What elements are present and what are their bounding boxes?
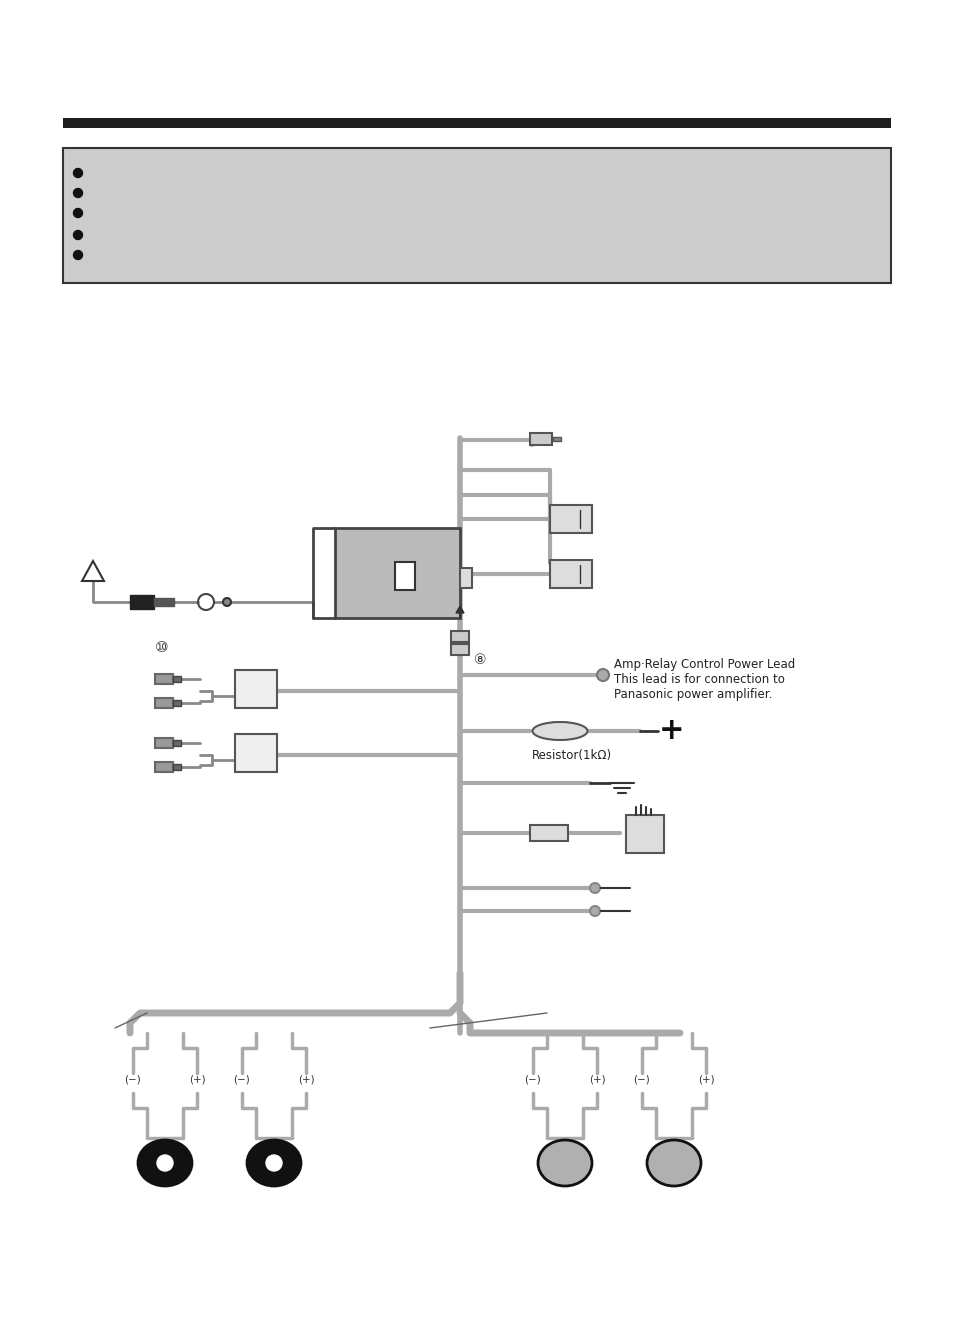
Text: This lead is for connection to: This lead is for connection to xyxy=(614,673,784,686)
Bar xyxy=(550,505,592,533)
Ellipse shape xyxy=(247,1140,301,1186)
Circle shape xyxy=(589,882,599,893)
Circle shape xyxy=(73,251,82,259)
Text: Panasonic power amplifier.: Panasonic power amplifier. xyxy=(614,689,772,701)
Text: Amp·Relay Control Power Lead: Amp·Relay Control Power Lead xyxy=(614,658,795,672)
Bar xyxy=(172,676,181,682)
Polygon shape xyxy=(456,606,463,612)
Bar xyxy=(451,631,469,642)
Bar xyxy=(154,698,172,708)
Bar xyxy=(63,148,890,283)
Bar xyxy=(172,700,181,706)
Bar xyxy=(153,598,173,606)
Ellipse shape xyxy=(537,1140,592,1186)
Bar xyxy=(459,568,472,588)
Text: (−): (−) xyxy=(524,1074,540,1085)
Circle shape xyxy=(266,1155,282,1171)
Bar xyxy=(63,118,890,128)
Text: (+): (+) xyxy=(697,1074,714,1085)
Text: (−): (−) xyxy=(233,1074,250,1085)
Bar xyxy=(451,645,469,655)
Ellipse shape xyxy=(138,1140,192,1186)
Text: (−): (−) xyxy=(633,1074,650,1085)
Text: (−): (−) xyxy=(125,1074,141,1085)
Bar xyxy=(530,432,552,445)
Bar xyxy=(172,740,181,745)
Bar xyxy=(130,595,153,608)
Text: (+): (+) xyxy=(588,1074,604,1085)
Circle shape xyxy=(73,208,82,218)
Bar xyxy=(335,528,459,618)
Bar xyxy=(625,815,663,853)
Bar xyxy=(154,739,172,748)
Circle shape xyxy=(589,907,599,916)
Circle shape xyxy=(73,168,82,177)
Bar xyxy=(550,560,592,588)
Text: Resistor(1kΩ): Resistor(1kΩ) xyxy=(532,749,612,761)
Text: +: + xyxy=(659,717,684,745)
Text: (+): (+) xyxy=(297,1074,314,1085)
Bar xyxy=(395,561,415,590)
Bar xyxy=(530,825,567,841)
Ellipse shape xyxy=(532,723,587,740)
Bar xyxy=(154,761,172,772)
Bar xyxy=(154,674,172,684)
Bar xyxy=(234,735,276,772)
Bar xyxy=(553,436,560,441)
Circle shape xyxy=(223,598,231,606)
Circle shape xyxy=(157,1155,172,1171)
Bar xyxy=(234,670,276,708)
Ellipse shape xyxy=(646,1140,700,1186)
Circle shape xyxy=(73,188,82,197)
Circle shape xyxy=(73,231,82,239)
Text: ⑧: ⑧ xyxy=(474,653,486,667)
Bar xyxy=(172,764,181,770)
Text: (+): (+) xyxy=(189,1074,205,1085)
Circle shape xyxy=(597,669,608,681)
Text: ⑩: ⑩ xyxy=(155,641,169,655)
